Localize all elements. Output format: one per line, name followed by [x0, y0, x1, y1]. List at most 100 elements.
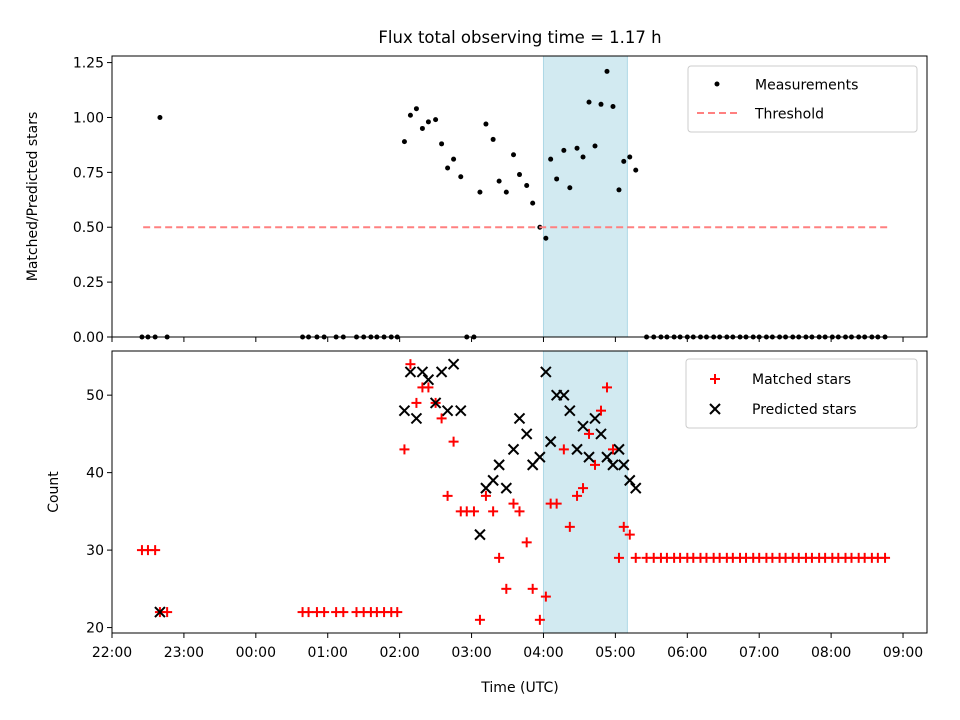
top-y-axis-label: Matched/Predicted stars — [25, 112, 41, 282]
predicted-star-point — [544, 435, 557, 448]
legend-measurements-label: Measurements — [755, 78, 858, 94]
x-tick-label: 08:00 — [811, 645, 851, 661]
measurement-point — [580, 154, 586, 160]
y-tick-label: 0.75 — [73, 165, 104, 181]
measurement-point — [524, 183, 530, 189]
x-tick-label: 07:00 — [739, 645, 779, 661]
predicted-star-point — [607, 459, 619, 471]
predicted-star-point — [613, 443, 625, 456]
measurement-point — [616, 187, 622, 193]
measurement-point — [477, 189, 483, 195]
measurement-point — [517, 172, 522, 178]
matched-star-point — [474, 614, 485, 625]
observing-span — [542, 350, 628, 634]
predicted-star-point — [398, 404, 411, 417]
predicted-star-point — [410, 412, 423, 425]
predicted-star-point — [630, 482, 642, 494]
measurement-point — [543, 235, 549, 241]
bottom-legend: Matched stars Predicted stars — [685, 358, 918, 429]
predicted-star-point — [493, 459, 505, 471]
bottom-y-axis-label: Count — [46, 471, 62, 513]
predicted-star-point — [601, 451, 613, 463]
measurement-point — [401, 139, 407, 145]
matched-star-point — [399, 444, 410, 455]
y-tick-label: 0.25 — [73, 275, 104, 291]
y-tick-label: 1.25 — [73, 56, 104, 72]
chart-title: Flux total observing time = 1.17 h — [378, 28, 661, 47]
matched-star-point — [423, 382, 434, 393]
measurement-point — [445, 165, 451, 171]
matched-star-point — [150, 545, 161, 556]
measurement-point — [483, 121, 489, 127]
predicted-star-point — [564, 404, 576, 417]
top-legend: Measurements Threshold — [687, 65, 918, 133]
predicted-star-point — [500, 482, 513, 494]
predicted-star-point — [422, 373, 435, 386]
predicted-star-point — [624, 474, 636, 487]
predicted-star-point — [487, 474, 499, 487]
x-tick-label: 04:00 — [523, 645, 563, 661]
matched-star-point — [584, 428, 595, 439]
top-axes-frame — [111, 55, 928, 338]
measurement-point — [439, 141, 445, 147]
matched-star-point — [564, 521, 575, 532]
matched-star-point — [514, 506, 525, 517]
matched-star-point — [578, 483, 589, 494]
matched-star-point — [534, 614, 545, 625]
matched-star-point — [596, 405, 606, 416]
matched-star-point — [613, 552, 624, 563]
measurement-point — [451, 156, 457, 162]
plus-icon — [710, 374, 720, 384]
measurement-point — [621, 158, 627, 164]
x-tick-label: 05:00 — [595, 645, 635, 661]
matched-star-point — [319, 607, 330, 618]
legend-predicted-marker — [709, 403, 721, 415]
top-legend-box — [687, 65, 918, 133]
predicted-star-point — [441, 404, 454, 417]
predicted-star-point — [404, 366, 417, 378]
predicted-star-point — [577, 420, 589, 432]
bottom-legend-box — [685, 358, 918, 429]
matched-star-point — [392, 607, 403, 618]
predicted-star-point — [595, 428, 607, 440]
matched-star-point — [521, 537, 532, 548]
matched-star-point — [572, 490, 583, 501]
matched-star-point — [162, 607, 173, 618]
matched-star-point — [338, 607, 349, 618]
legend-measurements-marker — [714, 81, 720, 87]
measurement-point — [530, 200, 536, 206]
matched-star-point — [448, 436, 459, 447]
predicted-star-point — [618, 459, 630, 471]
matched-star-point — [590, 459, 601, 470]
y-tick-label: 0.00 — [73, 330, 104, 346]
legend-matched-marker — [710, 374, 720, 384]
y-tick-label: 30 — [86, 543, 104, 559]
predicted-star-point — [583, 451, 595, 463]
bottom-y-axis: 20 30 40 50 — [86, 388, 112, 637]
x-tick-label: 06:00 — [667, 645, 707, 661]
matched-star-point — [411, 397, 422, 408]
measurement-point — [419, 125, 425, 131]
measurement-point — [592, 143, 598, 149]
predicted-star-point — [447, 358, 460, 370]
measurement-point — [574, 145, 580, 151]
measurement-point — [554, 176, 560, 182]
measurement-point — [598, 101, 604, 107]
measurement-point — [548, 156, 554, 162]
predicted-star-point — [571, 443, 583, 456]
matched-star-point — [601, 382, 612, 393]
matched-star-point — [501, 583, 512, 594]
predicted-star-point — [455, 404, 467, 417]
matched-star-point — [442, 490, 453, 501]
measurement-point — [627, 154, 633, 160]
matched-star-point — [405, 359, 416, 370]
matched-star-point — [558, 444, 569, 455]
y-tick-label: 0.50 — [73, 220, 104, 236]
measurement-point — [503, 189, 509, 195]
predicted-star-point — [474, 528, 486, 541]
measurement-point — [567, 185, 573, 191]
predicted-star-point — [558, 389, 570, 401]
bottom-x-axis: 22:00 23:00 00:00 01:00 02:00 03:00 04:00 05:00… — [92, 633, 923, 661]
predicted-star-point — [589, 412, 601, 425]
